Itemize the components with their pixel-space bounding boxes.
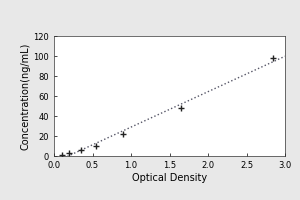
X-axis label: Optical Density: Optical Density: [132, 173, 207, 183]
Y-axis label: Concentration(ng/mL): Concentration(ng/mL): [21, 42, 31, 150]
